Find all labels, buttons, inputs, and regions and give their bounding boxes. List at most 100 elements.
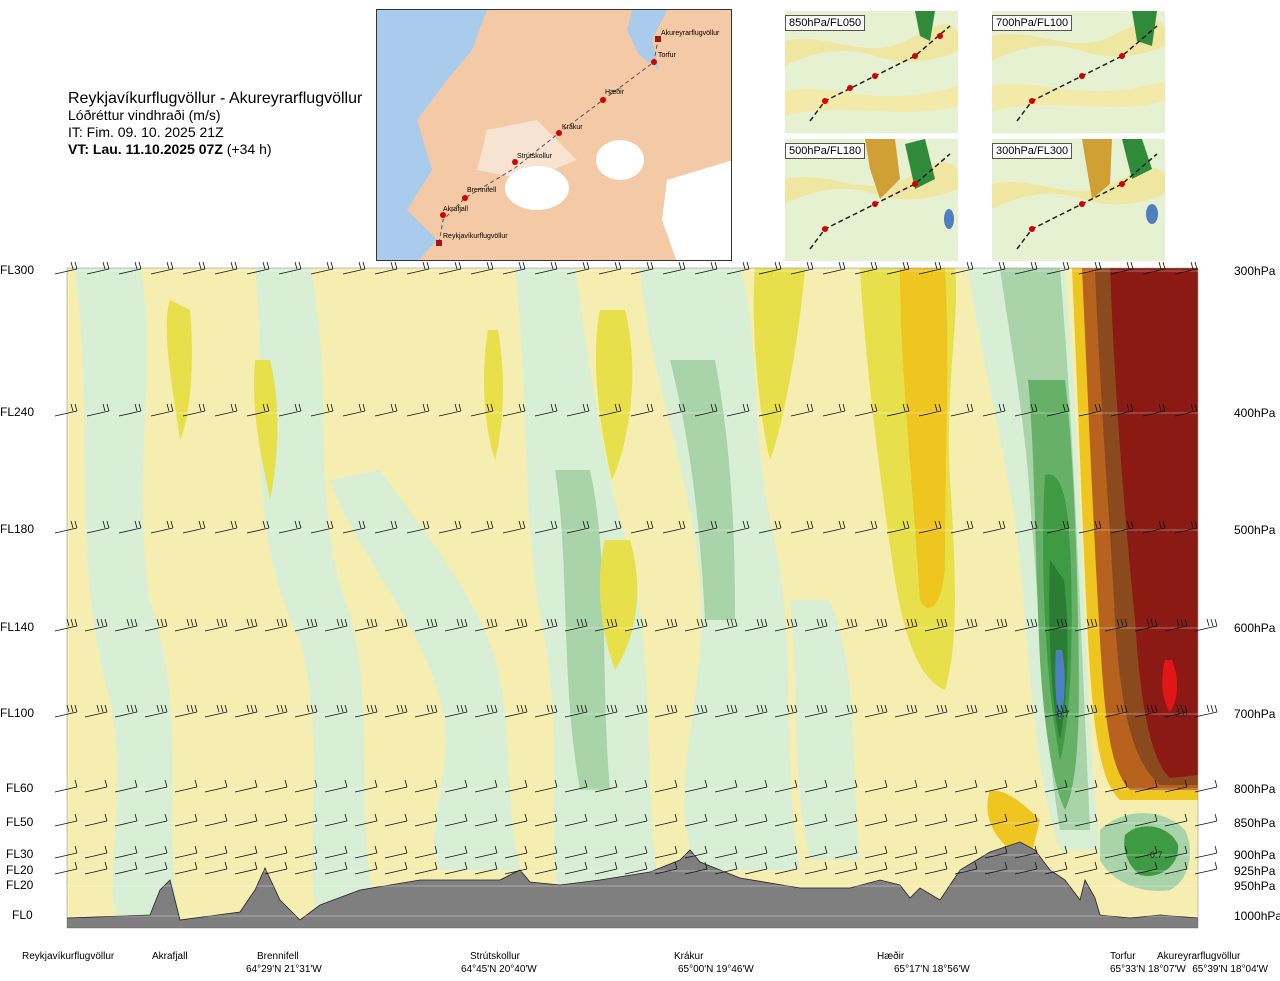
map-point-akrafjall (440, 212, 446, 218)
wind-barb (324, 704, 348, 718)
wind-barb (54, 861, 78, 875)
wind-barb (924, 845, 948, 859)
wind-barb (470, 403, 494, 417)
wind-barb (502, 261, 526, 275)
wind-barb (1044, 813, 1068, 827)
wind-barb (54, 261, 78, 275)
wind-barb (444, 845, 468, 859)
wind-barb (758, 520, 782, 534)
map-label: Akrafjall (443, 206, 468, 213)
pressure-level-label: 925hPa (1234, 864, 1276, 878)
wind-barb (564, 845, 588, 859)
thumbnail-300hpa[interactable]: 300hPa/FL300 (992, 139, 1165, 261)
thumbnail-850hpa[interactable]: 850hPa/FL050 (785, 11, 958, 133)
wind-barb (264, 813, 288, 827)
band-updraft (555, 470, 610, 790)
wind-barb (144, 618, 168, 632)
wind-barb (654, 861, 678, 875)
wind-barb (984, 861, 1008, 875)
wind-barb (1134, 845, 1158, 859)
wind-barb (246, 261, 270, 275)
wind-barb (918, 261, 942, 275)
wind-barb (982, 261, 1006, 275)
pressure-level-lines (67, 270, 1198, 917)
wind-barb (414, 779, 438, 793)
thumbnail-map (785, 139, 958, 261)
wind-barb (1194, 704, 1218, 718)
wind-barb (598, 261, 622, 275)
wind-barb (1164, 704, 1188, 718)
wind-barb (566, 520, 590, 534)
wind-barb (54, 704, 78, 718)
wind-barb (54, 403, 78, 417)
wind-barb (474, 618, 498, 632)
sea-west (377, 10, 487, 260)
wind-barb (1074, 779, 1098, 793)
band-updraft (670, 360, 735, 620)
wind-barb (804, 704, 828, 718)
valid-time: VT: Lau. 11.10.2025 07Z (+34 h) (68, 141, 362, 158)
location-name: Torfur (1110, 951, 1136, 962)
wind-barb (1014, 813, 1038, 827)
wind-barb (144, 845, 168, 859)
wind-barb (234, 618, 258, 632)
value-annotation: 0.7 (1150, 850, 1163, 860)
wind-barb (834, 845, 858, 859)
wind-barb (384, 704, 408, 718)
wind-barb (1078, 520, 1102, 534)
wind-barb (1014, 618, 1038, 632)
thumbnail-500hpa[interactable]: 500hPa/FL180 (785, 139, 958, 261)
wind-barb (406, 261, 430, 275)
wind-barb (624, 704, 648, 718)
wind-barb (234, 861, 258, 875)
wind-barb (886, 520, 910, 534)
wind-barb (924, 813, 948, 827)
wind-barb (654, 704, 678, 718)
band-downdraft (484, 330, 503, 460)
flight-level-label: FL30 (6, 847, 34, 861)
wind-barb (84, 618, 108, 632)
wind-barb (1074, 861, 1098, 875)
wind-barb (54, 779, 78, 793)
wind-barb (84, 704, 108, 718)
wind-barb (444, 618, 468, 632)
valid-time-main: VT: Lau. 11.10.2025 07Z (68, 141, 223, 157)
wind-barb (984, 845, 1008, 859)
map-label: Hæðir (605, 88, 625, 96)
wind-barb (264, 779, 288, 793)
wind-barb (774, 618, 798, 632)
wind-barb (264, 861, 288, 875)
route-map-svg: Akureyrarflugvöllur Torfur Hæðir Krákur … (377, 10, 731, 260)
wind-barb (534, 779, 558, 793)
flight-level-label: FL100 (0, 706, 35, 720)
wind-barb (694, 261, 718, 275)
wind-barb (984, 813, 1008, 827)
wind-barb (1164, 845, 1188, 859)
wind-barb (594, 813, 618, 827)
location-coordinate: 65°00'N 19°46'W (678, 964, 754, 975)
wind-barb (384, 779, 408, 793)
wind-barb (54, 618, 78, 632)
wind-barb (564, 704, 588, 718)
wind-barb (758, 261, 782, 275)
wind-barb (726, 261, 750, 275)
wind-barb (342, 520, 366, 534)
wind-barb (144, 861, 168, 875)
wind-barb (278, 520, 302, 534)
wind-barb (630, 520, 654, 534)
wind-barb (624, 845, 648, 859)
wind-barb (534, 618, 558, 632)
wind-barb (354, 813, 378, 827)
wind-barb (694, 520, 718, 534)
wind-barb (310, 520, 334, 534)
wind-barb (294, 618, 318, 632)
wind-barb (564, 861, 588, 875)
thumbnail-map (992, 11, 1165, 133)
wind-barb (278, 403, 302, 417)
wind-barb (414, 861, 438, 875)
map-point-brennifell (462, 195, 468, 201)
thumbnail-700hpa[interactable]: 700hPa/FL100 (992, 11, 1165, 133)
wind-barb (774, 704, 798, 718)
wind-barb (864, 704, 888, 718)
band-downdraft (166, 300, 192, 440)
